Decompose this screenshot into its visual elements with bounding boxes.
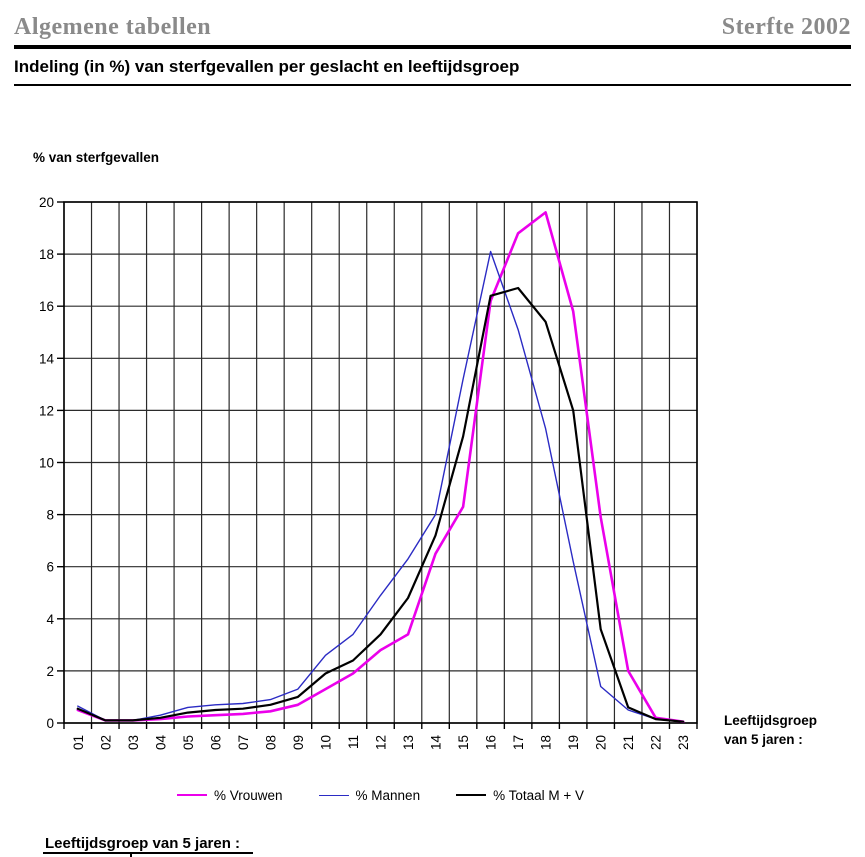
- chart-legend: % Vrouwen % Mannen % Totaal M + V: [64, 784, 697, 806]
- x-tick-label-12: 12: [374, 735, 389, 750]
- x-tick-label-19: 19: [566, 735, 581, 750]
- y-tick-label: 16: [39, 299, 54, 314]
- x-tick-label-08: 08: [263, 735, 278, 750]
- legend-line-swatch-totaal-m-v: [456, 794, 487, 796]
- footer-table-label: Leeftijdsgroep van 5 jaren :: [45, 835, 241, 852]
- x-tick-label-07: 07: [236, 735, 251, 750]
- x-tick-label-09: 09: [291, 735, 306, 750]
- x-tick-label-11: 11: [346, 735, 361, 749]
- y-tick-label: 8: [46, 508, 54, 523]
- y-tick-label: 0: [46, 716, 54, 731]
- series-line-vrouwen: [76, 211, 685, 724]
- x-tick-label-21: 21: [621, 735, 636, 750]
- x-axis-note-line2: van 5 jaren :: [724, 732, 803, 747]
- legend-item-vrouwen: % Vrouwen: [176, 787, 283, 803]
- y-tick-label: 6: [46, 560, 54, 575]
- x-tick-label-23: 23: [676, 735, 691, 750]
- footer-table-top-border: [43, 852, 253, 854]
- legend-line-swatch-vrouwen: [176, 794, 207, 796]
- x-tick-label-16: 16: [484, 735, 499, 750]
- x-tick-label-02: 02: [98, 735, 113, 750]
- title-rule-thin: [14, 84, 851, 86]
- x-tick-label-14: 14: [429, 735, 444, 751]
- x-tick-label-17: 17: [511, 735, 526, 750]
- x-tick-label-03: 03: [126, 735, 141, 750]
- legend-label-mannen: % Mannen: [355, 787, 421, 803]
- x-tick-label-18: 18: [539, 735, 554, 750]
- page-title: Indeling (in %) van sterfgevallen per ge…: [14, 57, 520, 76]
- series-line-mannen: [77, 250, 684, 723]
- legend-item-totaal-m-v: % Totaal M + V: [456, 788, 584, 803]
- y-tick-label: 10: [39, 456, 54, 471]
- x-tick-label-22: 22: [649, 735, 664, 750]
- legend-label-vrouwen: % Vrouwen: [213, 787, 283, 803]
- legend-item-mannen: % Mannen: [318, 787, 421, 803]
- x-tick-label-13: 13: [401, 735, 416, 750]
- page-header-left: Algemene tabellen: [14, 14, 212, 40]
- y-tick-label: 18: [39, 247, 54, 262]
- y-tick-label: 14: [39, 351, 55, 366]
- x-tick-label-15: 15: [456, 735, 471, 750]
- legend-line-swatch-mannen: [318, 794, 349, 796]
- y-tick-label: 20: [39, 195, 54, 210]
- y-axis-title: % van sterfgevallen: [33, 150, 160, 165]
- legend-label-totaal-m-v: % Totaal M + V: [493, 787, 584, 803]
- x-tick-label-06: 06: [208, 735, 223, 750]
- x-axis-note-line1: Leeftijdsgroep: [724, 713, 818, 728]
- page-header-right: Sterfte 2002: [721, 14, 851, 40]
- x-tick-label-05: 05: [181, 735, 196, 750]
- series-line-totaal-m-v: [76, 286, 685, 723]
- y-tick-label: 4: [46, 612, 54, 627]
- y-tick-label: 12: [39, 403, 54, 418]
- x-tick-label-20: 20: [594, 735, 609, 750]
- y-tick-label: 2: [46, 664, 54, 679]
- header-rule-thick: [14, 45, 851, 49]
- x-tick-label-10: 10: [318, 735, 333, 750]
- x-tick-label-04: 04: [153, 735, 168, 751]
- x-axis-note: Leeftijdsgroep van 5 jaren :: [724, 711, 817, 749]
- footer-table-column-divider: [130, 853, 132, 857]
- x-tick-label-01: 01: [71, 735, 86, 750]
